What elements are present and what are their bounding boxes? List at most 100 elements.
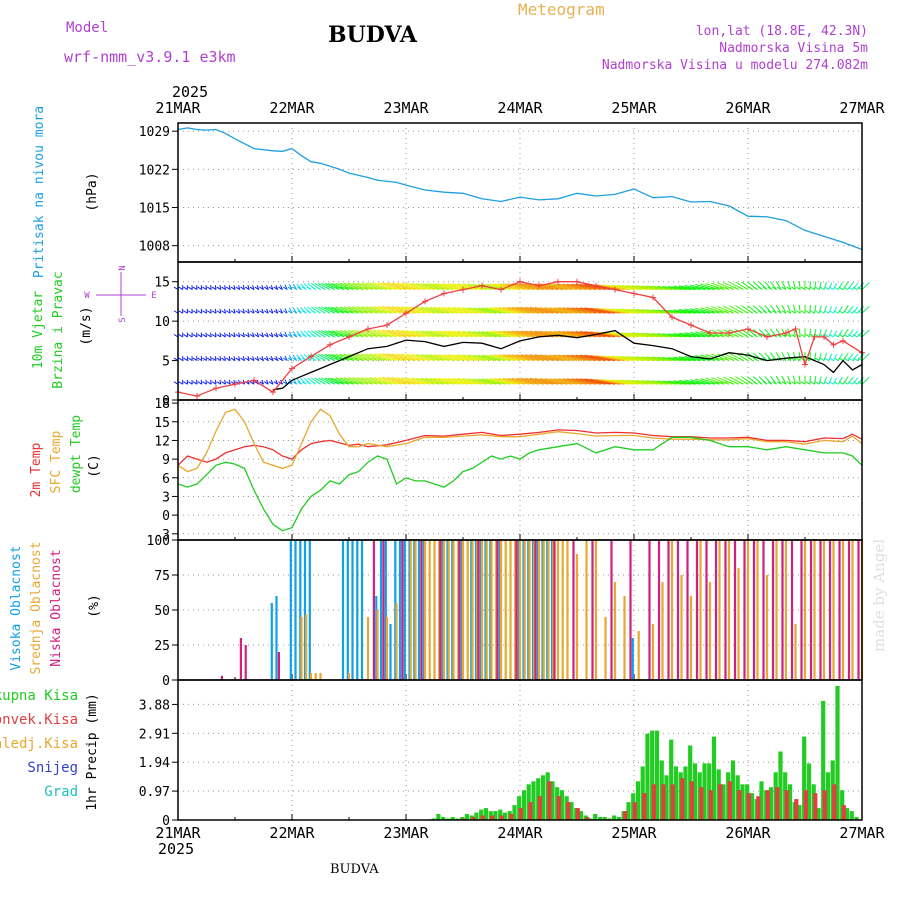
wind-arrow: [434, 283, 459, 291]
wind-arrow: [792, 304, 796, 314]
wind-arrow-head: [211, 333, 217, 338]
clouds-bar: [471, 540, 474, 680]
wind-arrow: [847, 305, 854, 314]
wind-arrow: [525, 354, 554, 362]
wind-arrow-head: [829, 286, 834, 291]
clouds-bar: [676, 540, 680, 680]
wind-arrow: [477, 307, 502, 314]
clouds-bar: [517, 540, 520, 680]
wind-arrow: [837, 282, 843, 290]
wind-arrow: [575, 354, 606, 362]
wind-arrow: [690, 284, 711, 291]
clouds-bar: [303, 540, 307, 680]
precip-bar: [664, 775, 669, 820]
wind-arrow: [452, 377, 478, 385]
precip-bar: [493, 811, 498, 820]
wind-arrow: [382, 329, 407, 338]
wind-arrow-head: [273, 333, 279, 338]
wind-arrow: [205, 332, 207, 337]
wind-arrow-head: [311, 310, 317, 314]
wind-arrow: [549, 354, 578, 362]
wind-arrow-head: [183, 333, 188, 338]
wind-arrow: [700, 354, 720, 362]
wind-arrow: [339, 282, 359, 291]
clouds-bar: [314, 673, 317, 680]
wind-arrow: [616, 379, 644, 385]
compass-n: N: [118, 265, 128, 270]
clouds-bar: [533, 540, 536, 680]
wind-arrow: [462, 378, 487, 385]
wind-arrow-head: [297, 357, 302, 361]
clouds-bar: [651, 624, 655, 680]
wind-arrow: [494, 378, 521, 385]
clouds-bar: [841, 540, 845, 680]
precip-bar: [775, 787, 780, 820]
wind-arrow: [641, 356, 668, 362]
wind-arrow-head: [183, 381, 188, 385]
wind-arrow-head: [206, 310, 212, 314]
wind-arrow: [486, 378, 511, 385]
wind-arrow-head: [800, 381, 806, 385]
wind-arrow-head: [824, 286, 830, 291]
wind-arrow: [356, 306, 378, 314]
wind-arrow: [347, 282, 369, 291]
wind-arrow: [667, 309, 692, 314]
clouds-bar: [631, 638, 634, 680]
clouds-bar: [724, 540, 727, 680]
wind-arrow: [611, 379, 639, 385]
wind-arrow: [361, 353, 383, 362]
wind-arrow: [781, 375, 787, 385]
wind-arrow-head: [311, 286, 317, 291]
wind-arrow-head: [838, 333, 844, 338]
wind-arrow-head: [254, 357, 260, 361]
wind-arrow-head: [301, 381, 307, 385]
wind-arrow: [837, 376, 843, 385]
wind-arrow: [809, 375, 811, 385]
wind-arrow: [416, 283, 440, 291]
wind-arrow-head: [216, 357, 222, 361]
wind-arrow: [356, 282, 378, 291]
wind-arrow-head: [843, 333, 849, 338]
wind-arrow: [558, 354, 587, 362]
date-label-bottom: 25MAR: [611, 824, 657, 842]
wind-arrow-head: [330, 286, 336, 291]
clouds-bar: [447, 540, 450, 680]
wind-arrow-head: [810, 286, 815, 291]
wind-arrow: [233, 308, 236, 314]
clouds-bar: [515, 540, 518, 680]
clouds-bar: [585, 540, 588, 680]
wind-arrow: [616, 308, 644, 314]
temperature-series-2: [177, 436, 863, 532]
wind-arrow: [636, 379, 663, 385]
date-label-top: 23MAR: [383, 99, 429, 117]
wind-arrow-head: [800, 333, 806, 338]
clouds-bar: [366, 617, 370, 680]
wind-arrow: [486, 307, 511, 314]
wind-arrow: [411, 282, 435, 291]
wind-arrow: [626, 332, 654, 338]
wind-arrow-head: [748, 357, 754, 361]
wind-arrow-head: [206, 286, 212, 291]
wind-arrow-head: [719, 381, 725, 385]
precip-bar: [612, 815, 617, 820]
clouds-bar: [244, 645, 247, 680]
wind-arrow: [662, 380, 687, 385]
clouds-bar: [474, 540, 478, 680]
clouds-bar: [771, 540, 775, 680]
clouds-bar: [623, 596, 626, 680]
wind-arrow-head: [795, 310, 801, 314]
wind-arrow: [607, 308, 635, 314]
wind-arrow-head: [772, 310, 777, 314]
wind-arrow: [361, 377, 383, 385]
date-label-bottom: 23MAR: [383, 824, 429, 842]
wind-arrow-head: [282, 333, 288, 338]
altitude-label: Nadmorska Visina 5m: [719, 41, 868, 56]
wind-arrow-head: [273, 381, 279, 385]
wind-arrow-head: [254, 310, 260, 314]
wind-arrow: [421, 377, 445, 385]
wind-arrow: [792, 281, 796, 290]
clouds-bar: [686, 540, 689, 680]
precip-bar: [849, 811, 854, 820]
wind-arrow: [651, 333, 677, 338]
wind-arrow-head: [724, 310, 730, 314]
